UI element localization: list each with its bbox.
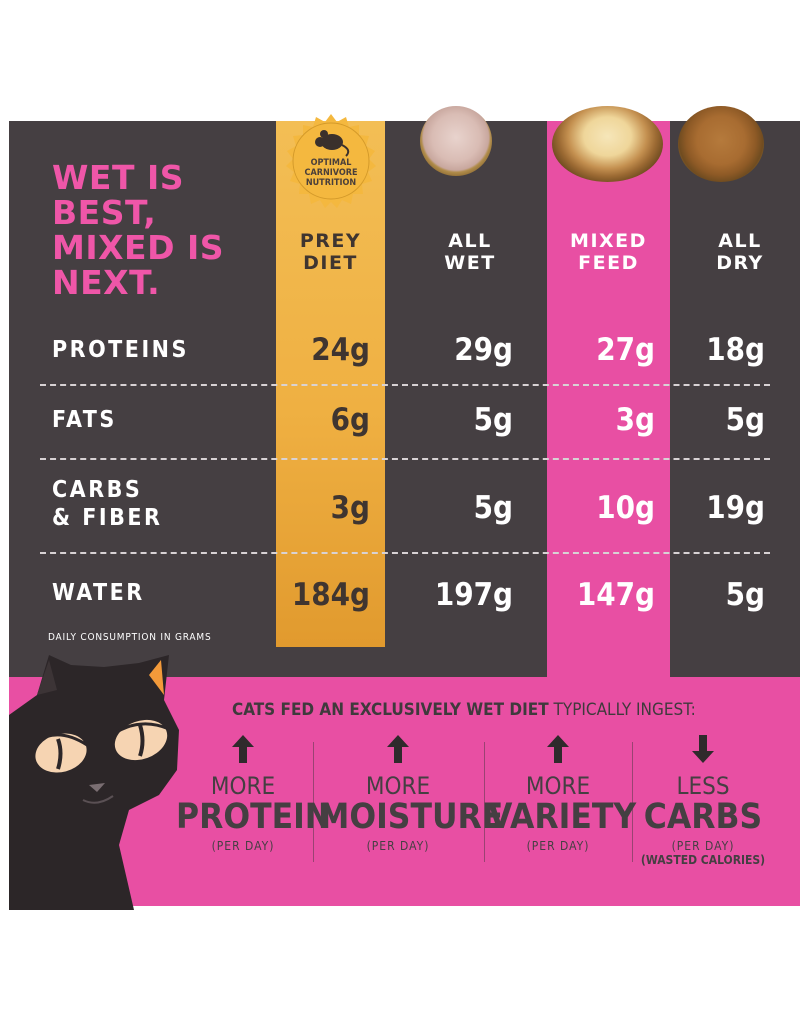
footnote: DAILY CONSUMPTION IN GRAMS: [48, 632, 212, 643]
badge-line: NUTRITION: [305, 178, 357, 188]
column-header-line: DIET: [303, 252, 358, 274]
column-header-all-dry: ALL DRY: [700, 230, 780, 274]
row-divider: [40, 458, 770, 460]
arrow-up-icon: [547, 735, 569, 763]
column-header-line: DRY: [716, 252, 764, 274]
benefit-line3: (PER DAY): [526, 839, 590, 853]
cell-water-mixed: 147g: [576, 577, 655, 613]
mouse-icon: [315, 130, 350, 157]
benefit-separator: [632, 742, 633, 862]
row-label-line: WATER: [52, 580, 145, 606]
benefit-line1: MORE: [210, 772, 276, 800]
benefit-line3: (PER DAY): [211, 839, 275, 853]
benefit-separator: [313, 742, 314, 862]
row-label-line: CARBS: [52, 477, 143, 503]
headline-line: BEST,: [52, 193, 157, 232]
cell-water-prey: 184g: [291, 577, 370, 613]
arrow-down-icon: [692, 735, 714, 763]
benefit-line4: (WASTED CALORIES): [640, 853, 766, 867]
column-header-line: FEED: [578, 252, 639, 274]
benefit-line3: (PER DAY): [671, 839, 735, 853]
mixed-food-bowl-image: [552, 106, 663, 182]
row-label-water: WATER: [52, 579, 145, 607]
cell-proteins-dry: 18g: [706, 332, 765, 368]
benefit-line2: PROTEIN: [176, 797, 332, 837]
arrow-up-icon: [232, 735, 254, 763]
badge-line: CARNIVORE: [304, 168, 358, 178]
cell-water-wet: 197g: [434, 577, 513, 613]
row-divider: [40, 552, 770, 554]
cell-carbs-wet: 5g: [473, 490, 513, 526]
cell-proteins-prey: 24g: [311, 332, 370, 368]
ingest-bold: CATS FED AN EXCLUSIVELY WET DIET: [232, 700, 549, 720]
black-cat-illustration: [9, 655, 179, 910]
cell-proteins-mixed: 27g: [596, 332, 655, 368]
column-header-line: ALL: [448, 230, 492, 252]
column-header-prey-diet: PREY DIET: [276, 230, 385, 274]
row-label-fats: FATS: [52, 406, 117, 434]
row-label-proteins: PROTEINS: [52, 336, 189, 364]
row-label-line: PROTEINS: [52, 337, 189, 363]
cell-fats-prey: 6g: [330, 402, 370, 438]
benefit-line1: MORE: [365, 772, 431, 800]
cell-water-dry: 5g: [725, 577, 765, 613]
dry-food-bowl-image: [678, 106, 764, 182]
headline: WET IS BEST, MIXED IS NEXT.: [52, 160, 272, 300]
benefit-line1: MORE: [525, 772, 591, 800]
column-header-line: WET: [444, 252, 496, 274]
headline-line: MIXED IS: [52, 228, 225, 267]
benefit-separator: [484, 742, 485, 862]
benefit-line2: VARIETY: [488, 797, 637, 837]
cell-carbs-dry: 19g: [706, 490, 765, 526]
badge-line: OPTIMAL: [310, 158, 352, 168]
optimal-nutrition-badge: OPTIMAL CARNIVORE NUTRITION: [282, 112, 380, 210]
wet-food-bowl-image: [420, 106, 492, 176]
cell-proteins-wet: 29g: [454, 332, 513, 368]
column-header-mixed-feed: MIXED FEED: [547, 230, 670, 274]
row-divider: [40, 384, 770, 386]
cell-carbs-mixed: 10g: [596, 490, 655, 526]
benefit-line2: CARBS: [643, 797, 763, 837]
cell-fats-mixed: 3g: [615, 402, 655, 438]
row-label-line: & FIBER: [52, 505, 163, 531]
benefit-line2: MOISTURE: [318, 797, 504, 837]
benefit-more-protein: MORE PROTEIN (PER DAY): [176, 733, 332, 853]
benefit-less-carbs: LESS CARBS (PER DAY) (WASTED CALORIES): [636, 733, 770, 867]
benefit-more-variety: MORE VARIETY (PER DAY): [488, 733, 637, 853]
column-header-line: ALL: [718, 230, 762, 252]
cell-fats-dry: 5g: [725, 402, 765, 438]
headline-line: WET IS: [52, 158, 184, 197]
cell-fats-wet: 5g: [473, 402, 513, 438]
cell-carbs-prey: 3g: [330, 490, 370, 526]
row-label-carbs-fiber: CARBS & FIBER: [52, 476, 162, 532]
benefit-line3: (PER DAY): [366, 839, 430, 853]
column-header-line: MIXED: [570, 230, 647, 252]
ingest-statement: CATS FED AN EXCLUSIVELY WET DIET TYPICAL…: [232, 700, 696, 720]
row-label-line: FATS: [52, 407, 117, 433]
column-header-line: PREY: [299, 230, 362, 252]
benefit-line1: LESS: [676, 772, 730, 800]
mixed-feed-column: [547, 121, 670, 677]
benefit-more-moisture: MORE MOISTURE (PER DAY): [318, 733, 504, 853]
column-header-all-wet: ALL WET: [420, 230, 520, 274]
arrow-up-icon: [387, 735, 409, 763]
ingest-rest: TYPICALLY INGEST:: [548, 700, 696, 720]
headline-line: NEXT.: [52, 263, 161, 302]
